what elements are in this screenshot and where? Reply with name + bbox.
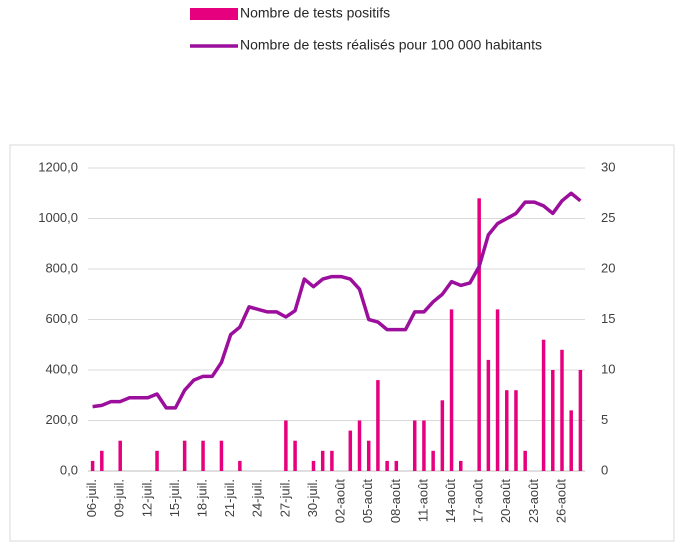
- y-tick-label: 200,0: [45, 412, 78, 427]
- x-tick-label: 11-août: [415, 479, 430, 523]
- x-tick-label: 08-août: [388, 479, 403, 523]
- bar: [495, 309, 500, 471]
- legend-label: Nombre de tests réalisés pour 100 000 ha…: [240, 37, 542, 53]
- y-tick-label: 600,0: [45, 311, 78, 326]
- bar: [385, 460, 389, 471]
- bar: [284, 420, 288, 471]
- x-tick-label: 20-août: [498, 479, 513, 523]
- bar: [422, 420, 426, 471]
- bar: [311, 460, 316, 471]
- bar: [155, 450, 159, 471]
- x-tick-label: 06-juil.: [84, 479, 99, 517]
- bar: [477, 198, 481, 472]
- bar: [569, 410, 573, 471]
- bar: [90, 460, 95, 471]
- bar: [376, 380, 380, 471]
- bar: [182, 440, 187, 471]
- bar: [505, 390, 509, 471]
- y-tick-label: 1200,0: [38, 159, 78, 174]
- x-tick-label: 27-juil.: [277, 479, 292, 517]
- x-tick-label: 14-août: [443, 479, 458, 523]
- bar: [541, 339, 546, 471]
- bar: [486, 359, 491, 471]
- y-tick-label: 1000,0: [38, 210, 78, 225]
- x-tick-label: 17-août: [471, 479, 486, 523]
- bar: [366, 440, 371, 471]
- bar: [100, 450, 104, 471]
- bar: [330, 450, 334, 471]
- legend-label: Nombre de tests positifs: [240, 5, 390, 21]
- x-tick-label: 21-juil.: [222, 479, 237, 517]
- bar: [394, 460, 399, 471]
- plot-frame: [9, 144, 675, 542]
- y2-tick-label: 5: [601, 412, 608, 427]
- bar: [118, 440, 122, 471]
- x-tick-label: 30-juil.: [305, 479, 320, 517]
- y2-tick-label: 10: [601, 361, 615, 376]
- line: [92, 191, 582, 410]
- bar: [348, 430, 353, 471]
- bar: [523, 450, 527, 471]
- x-tick-label: 23-août: [526, 479, 541, 523]
- y-tick-label: 400,0: [45, 361, 78, 376]
- bar: [440, 400, 445, 471]
- x-tick-label: 18-juil.: [194, 479, 209, 517]
- legend-swatch: [190, 8, 238, 20]
- bar: [293, 440, 297, 471]
- x-tick-label: 15-juil.: [167, 479, 182, 517]
- bar: [412, 420, 417, 471]
- x-tick-label: 05-août: [360, 479, 375, 523]
- y-tick-label: 800,0: [45, 260, 78, 275]
- y2-tick-label: 30: [601, 159, 615, 174]
- y2-tick-label: 25: [601, 210, 615, 225]
- bar: [238, 460, 242, 471]
- bar: [560, 349, 564, 471]
- x-tick-label: 24-juil.: [250, 479, 265, 517]
- bar: [219, 440, 224, 471]
- bar: [320, 450, 325, 471]
- bar: [201, 440, 205, 471]
- x-tick-label: 02-août: [333, 479, 348, 523]
- bar: [578, 370, 583, 471]
- x-tick-label: 09-juil.: [112, 479, 127, 517]
- y2-tick-label: 15: [601, 311, 615, 326]
- bar: [449, 309, 454, 471]
- bar: [551, 370, 555, 471]
- x-tick-label: 12-juil.: [139, 479, 154, 517]
- bar: [431, 450, 435, 471]
- y-tick-label: 0,0: [60, 462, 78, 477]
- y2-tick-label: 20: [601, 260, 615, 275]
- bar: [459, 460, 463, 471]
- y2-tick-label: 0: [601, 462, 608, 477]
- bar: [514, 390, 518, 471]
- bar: [357, 420, 362, 471]
- x-tick-label: 26-août: [553, 479, 568, 523]
